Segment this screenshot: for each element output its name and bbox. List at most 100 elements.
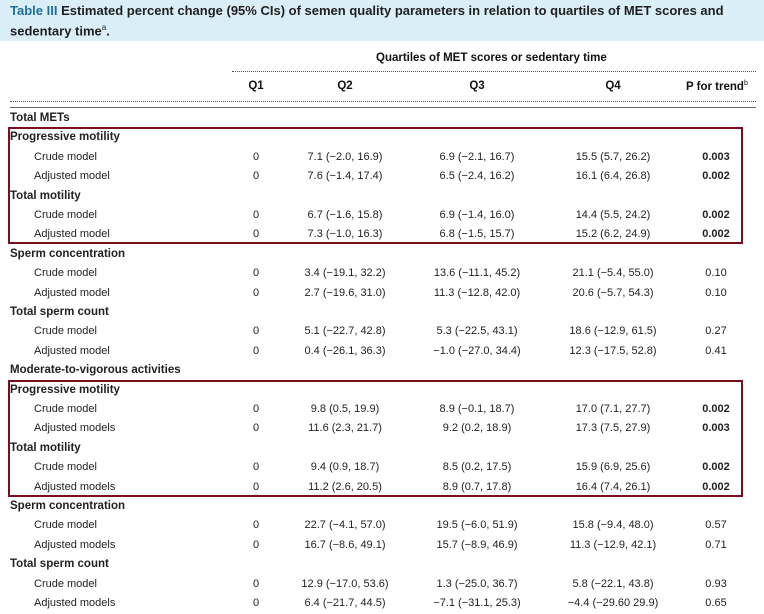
cell-p-trend: 0.002 [702,403,730,415]
row-label: Adjusted models [34,422,116,435]
row-label: Crude model [34,577,97,590]
row-label: Crude model [34,150,97,163]
cell-q3: 19.5 (−6.0, 51.9) [436,519,518,532]
cell-q4: 17.3 (7.5, 27.9) [575,422,651,435]
subheading-row: Progressive motility [0,381,764,399]
cell-p-trend: 0.93 [705,577,727,590]
row-label: Crude model [34,461,97,474]
row-label: Adjusted model [34,286,110,299]
cell-q3: 8.9 (0.7, 17.8) [442,480,512,493]
header-q3: Q3 [469,80,485,92]
table-row: Adjusted models 0 6.4 (−21.7, 44.5) −7.1 (−… [0,594,764,612]
cell-q1: 0 [252,461,260,474]
caption-footnote-marker: a [101,23,107,32]
cell-q3: 6.8 (−1.5, 15.7) [439,228,515,241]
cell-q4: 15.9 (6.9, 25.6) [575,461,651,474]
cell-q2: 3.4 (−19.1, 32.2) [304,267,386,280]
cell-q1: 0 [252,209,260,221]
cell-q2: 9.8 (0.5, 19.9) [310,403,380,415]
cell-p-trend: 0.002 [702,170,730,183]
cell-p-trend: 0.57 [705,519,727,532]
table-caption: Table III Estimated percent change (95% … [0,0,764,41]
cell-q1: 0 [252,325,260,338]
table-row: Adjusted models 0 11.2 (2.6, 20.5) 8.9 (0.7… [0,478,764,496]
subheading: Total motility [10,441,81,454]
header-p-trend: P for trendb [686,80,748,93]
cell-q3: 1.3 (−25.0, 36.7) [436,577,518,590]
subheading-row: Total motility [0,187,764,205]
cell-q1: 0 [252,519,260,532]
cell-q4: 15.2 (6.2, 24.9) [575,228,651,241]
subheading: Progressive motility [10,383,120,396]
spanner-rule [232,71,756,72]
p-footnote-marker: b [743,80,748,87]
cell-p-trend: 0.002 [702,228,730,241]
cell-q3: −1.0 (−27.0, 34.4) [433,344,521,357]
table-row: Adjusted model 0 0.4 (−26.1, 36.3) −1.0 (−2… [0,342,764,360]
cell-q1: 0 [252,267,260,280]
cell-q3: 6.5 (−2.4, 16.2) [439,170,515,183]
cell-q2: 7.3 (−1.0, 16.3) [307,228,383,241]
cell-q4: 16.1 (6.4, 26.8) [575,170,651,183]
cell-p-trend: 0.003 [702,150,730,163]
cell-q1: 0 [252,577,260,590]
row-label: Crude model [34,519,97,532]
cell-q3: 11.3 (−12.8, 42.0) [433,286,521,299]
table-row: Adjusted model 0 7.3 (−1.0, 16.3) 6.8 (−1.5… [0,225,764,243]
cell-q2: 22.7 (−4.1, 57.0) [304,519,386,532]
cell-q4: 15.8 (−9.4, 48.0) [572,519,654,532]
table-row: Crude model 0 9.8 (0.5, 19.9) 8.9 (−0.1, 18… [0,400,764,418]
cell-q2: 0.4 (−26.1, 36.3) [304,344,386,357]
cell-q2: 7.1 (−2.0, 16.9) [307,150,383,163]
table-row: Crude model 0 7.1 (−2.0, 16.9) 6.9 (−2.1, 1… [0,148,764,166]
subheading: Sperm concentration [10,247,126,260]
section-heading-row: Total METs [0,109,764,127]
cell-p-trend: 0.10 [705,267,727,280]
subheading: Sperm concentration [10,500,126,512]
cell-q4: 5.8 (−22.1, 43.8) [572,577,654,590]
cell-q3: 13.6 (−11.1, 45.2) [433,267,521,280]
subheading-row: Sperm concentration [0,245,764,263]
cell-p-trend: 0.002 [702,209,730,221]
cell-p-trend: 0.71 [705,538,727,551]
subheading: Total motility [10,189,81,202]
cell-q4: 14.4 (5.5, 24.2) [575,209,651,221]
cell-p-trend: 0.002 [702,461,730,474]
subheading-row: Progressive motility [0,128,764,146]
cell-q1: 0 [252,286,260,299]
subheading-row: Sperm concentration [0,497,764,515]
cell-q2: 11.6 (2.3, 21.7) [308,422,382,435]
cell-q2: 7.6 (−1.4, 17.4) [307,170,383,183]
header-q2: Q2 [337,80,353,92]
table-row: Adjusted models 0 16.7 (−8.6, 49.1) 15.7 (−… [0,536,764,554]
table-row: Adjusted model 0 7.6 (−1.4, 17.4) 6.5 (−2.4… [0,167,764,185]
caption-text: Estimated percent change (95% CIs) of se… [10,3,724,39]
cell-p-trend: 0.27 [705,325,727,338]
subheading: Total sperm count [10,306,109,318]
cell-q1: 0 [252,170,260,183]
column-spanner: Quartiles of MET scores or sedentary tim… [376,52,607,64]
section-heading: Total METs [10,112,70,124]
cell-q3: −7.1 (−31.1, 25.3) [433,597,521,609]
table-row: Crude model 0 22.7 (−4.1, 57.0) 19.5 (−6.0,… [0,516,764,534]
row-label: Crude model [34,403,97,415]
cell-q1: 0 [252,480,260,493]
cell-q2: 12.9 (−17.0, 53.6) [301,577,389,590]
cell-p-trend: 0.10 [705,286,727,299]
cell-q4: 15.5 (5.7, 26.2) [575,150,651,163]
cell-q4: 11.3 (−12.9, 42.1) [569,538,657,551]
cell-q3: 6.9 (−1.4, 16.0) [439,209,515,221]
row-label: Adjusted models [34,480,116,493]
highlight-box-total-mets [8,127,743,244]
cell-q3: 5.3 (−22.5, 43.1) [436,325,518,338]
row-label: Adjusted models [34,538,116,551]
cell-q3: 8.5 (0.2, 17.5) [442,461,512,474]
row-label: Adjusted models [34,597,116,609]
row-label: Crude model [34,267,97,280]
row-label: Adjusted model [34,228,110,241]
body-top-rule [10,107,756,108]
row-label: Adjusted model [34,344,110,357]
table-row: Crude model 0 6.7 (−1.6, 15.8) 6.9 (−1.4, 1… [0,206,764,224]
cell-q4: 18.6 (−12.9, 61.5) [569,325,657,338]
table-row: Crude model 0 12.9 (−17.0, 53.6) 1.3 (−25.0… [0,575,764,593]
